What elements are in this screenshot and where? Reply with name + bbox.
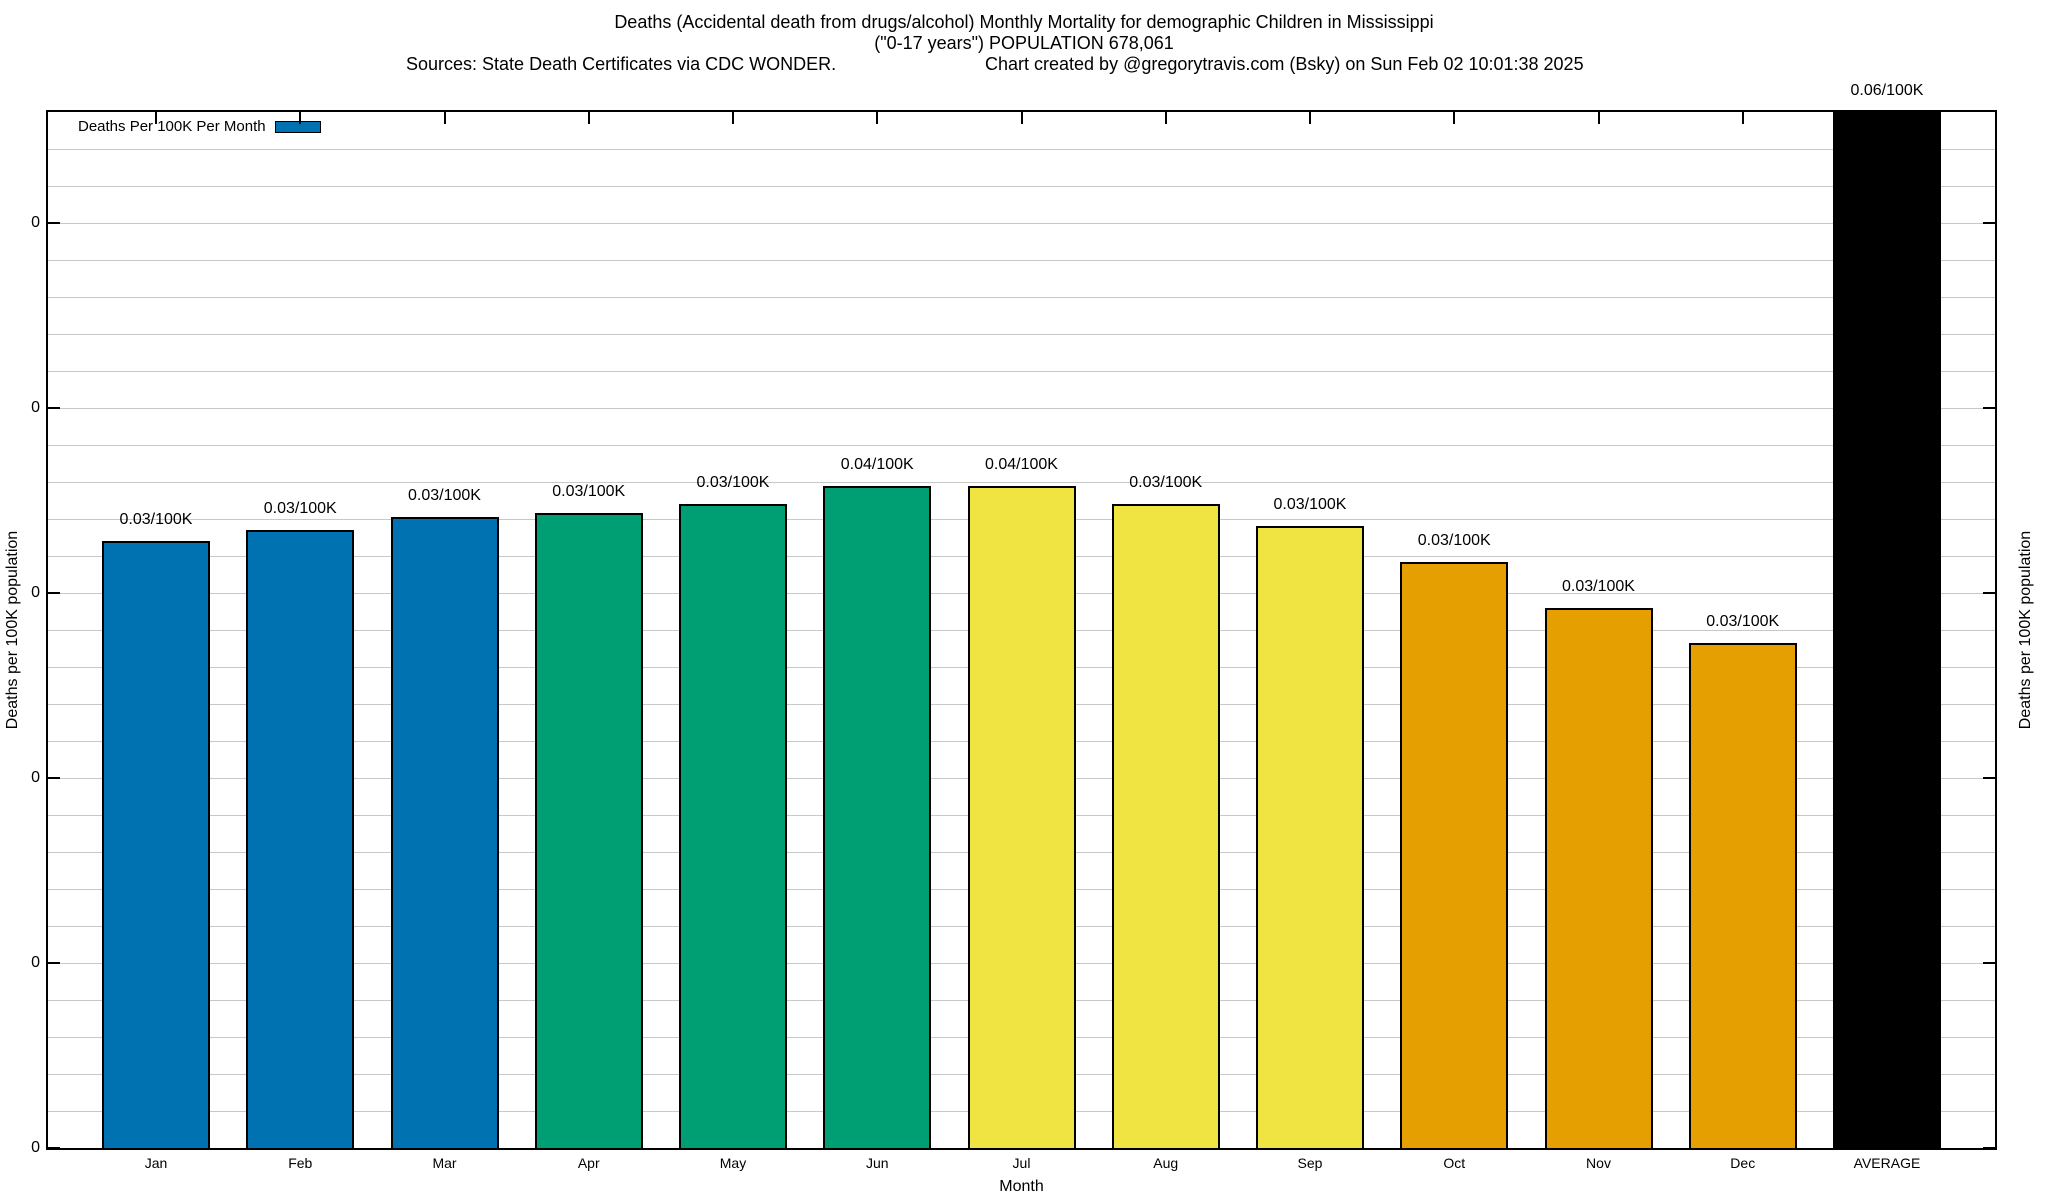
x-top-tick [587,112,590,124]
x-top-tick [732,112,734,124]
gridline [48,481,1995,483]
y-tick-label: 0 [31,214,40,231]
bar [823,485,932,1148]
x-tick-label: Jul [1012,1155,1031,1171]
y-major-tick-right [1983,962,1995,964]
x-top-tick [1886,112,1888,124]
x-top-tick [1453,112,1456,124]
y-tick-label: 0 [31,584,40,601]
x-top-tick [443,112,446,124]
y-major-tick-right [1983,777,1995,779]
bar [1544,607,1653,1148]
x-axis-label: Month [999,1178,1044,1195]
x-top-tick [1164,112,1167,124]
x-tick-label: Feb [288,1155,313,1171]
x-top-tick [1741,112,1744,124]
x-tick-label: Sep [1297,1155,1323,1171]
y-major-tick-right [1983,222,1995,224]
x-top-tick [155,112,157,124]
x-tick-label: Oct [1443,1155,1466,1171]
y-tick-label: 0 [31,1139,40,1156]
gridline [48,407,1995,409]
x-top-tick [1020,112,1023,124]
x-tick-label: Jan [144,1155,168,1171]
gridline [48,185,1995,187]
x-tick-label: Mar [432,1155,457,1171]
y-axis-label-right: Deaths per 100K population [2017,530,2034,730]
bar [1256,526,1364,1148]
bar-value-label: 0.03/100K [408,487,481,505]
chart-sources: Sources: State Death Certificates via CD… [406,54,837,74]
y-major-tick-left [48,962,60,964]
bar-value-label: 0.03/100K [1129,474,1203,492]
bar [967,485,1076,1148]
x-tick-label: Aug [1153,1155,1179,1171]
gridline [48,370,1995,372]
y-major-tick-right [1983,592,1995,594]
y-major-tick-left [48,777,60,779]
bar [1111,504,1220,1148]
bar-value-label: 0.03/100K [1417,531,1491,549]
bar-value-label: 0.06/100K [1850,82,1924,99]
gridline [48,333,1995,335]
y-tick-label: 0 [31,769,40,786]
gridline [48,259,1995,261]
bar-value-label: 0.04/100K [840,455,914,473]
bar [1833,112,1941,1148]
x-top-tick [876,112,879,124]
y-major-tick-left [48,407,60,409]
gridline [48,148,1995,150]
bar-value-label: 0.03/100K [263,500,337,518]
y-axis-label-left: Deaths per 100K population [4,530,21,730]
bar [102,541,210,1148]
bar [1400,561,1509,1148]
y-major-tick-left [48,222,60,224]
bar-value-label: 0.03/100K [119,511,193,529]
bar-value-label: 0.03/100K [1562,577,1635,595]
x-top-tick [1309,112,1311,124]
y-tick-label: 0 [31,399,40,416]
bar [390,517,499,1148]
bar [679,504,787,1148]
x-tick-label: AVERAGE [1853,1155,1921,1171]
y-tick-label: 0 [31,954,40,971]
y-major-tick-left [48,1147,60,1149]
chart-credit: Chart created by @gregorytravis.com (Bsk… [985,54,1584,74]
x-tick-label: May [719,1155,747,1171]
legend-swatch [274,121,321,133]
bar-value-label: 0.03/100K [552,483,626,501]
gridline [48,444,1995,446]
legend-label: Deaths Per 100K Per Month [78,118,266,135]
bar-value-label: 0.03/100K [696,474,770,492]
bar-value-label: 0.03/100K [1273,496,1347,514]
bar [1688,642,1797,1148]
bar [534,513,643,1148]
bar [246,530,355,1148]
gridline [48,296,1995,298]
x-top-tick [1597,112,1600,124]
chart-title-line2: ("0-17 years") POPULATION 678,061 [874,33,1174,53]
bar-value-label: 0.03/100K [1706,612,1780,630]
y-major-tick-right [1983,407,1995,409]
x-tick-label: Nov [1586,1155,1611,1171]
plot-box-border [46,110,1997,1150]
x-tick-label: Jun [865,1155,889,1171]
bar-value-label: 0.04/100K [985,455,1058,473]
x-tick-label: Dec [1730,1155,1756,1171]
gridline [48,222,1995,224]
chart-title-line1: Deaths (Accidental death from drugs/alco… [614,12,1434,32]
x-tick-label: Apr [577,1155,600,1171]
y-major-tick-right [1983,1147,1995,1149]
y-major-tick-left [48,592,60,594]
legend: Deaths Per 100K Per Month [78,118,321,136]
x-top-tick [299,112,302,124]
